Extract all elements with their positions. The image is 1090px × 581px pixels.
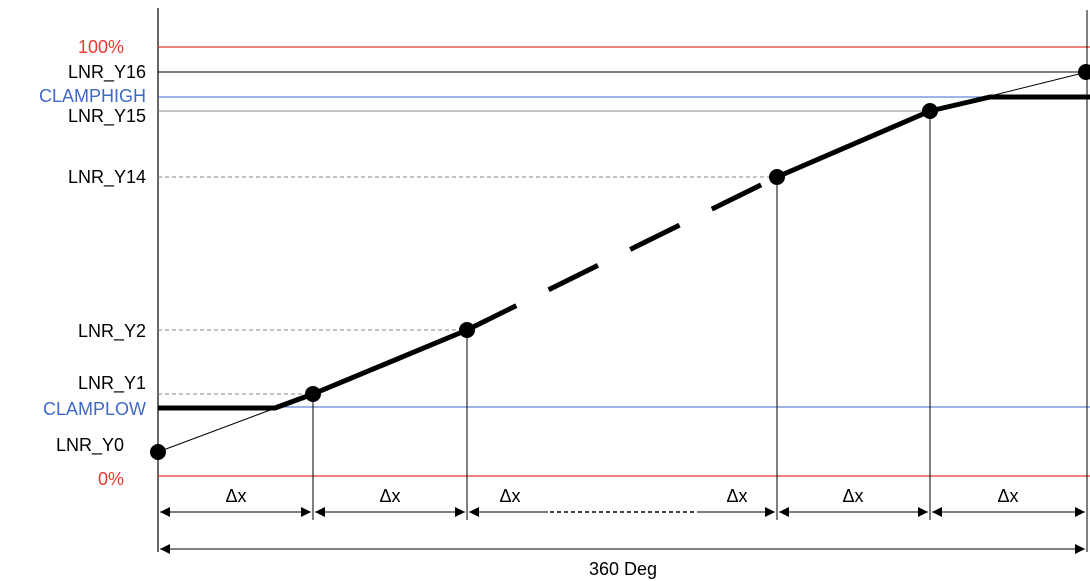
total-span-label: 360 Deg — [589, 559, 657, 579]
delta-label-3: Δx — [499, 486, 520, 506]
point-lnr-y1 — [305, 386, 321, 402]
clamped-curve-dashed — [467, 177, 777, 330]
label-clamplow: CLAMPLOW — [43, 399, 146, 419]
point-lnr-y0 — [150, 444, 166, 460]
label-clamphigh: CLAMPHIGH — [39, 86, 146, 106]
point-lnr-y14 — [769, 169, 785, 185]
label-lnr-y1: LNR_Y1 — [78, 373, 146, 394]
label-100-percent: 100% — [78, 37, 124, 57]
label-0-percent: 0% — [98, 469, 124, 489]
delta-label-5: Δx — [842, 486, 863, 506]
label-lnr-y14: LNR_Y14 — [68, 167, 146, 188]
delta-label-2: Δx — [379, 486, 400, 506]
delta-label-4: Δx — [726, 486, 747, 506]
label-lnr-y16: LNR_Y16 — [68, 62, 146, 83]
delta-label-6: Δx — [997, 486, 1018, 506]
delta-label-1: Δx — [225, 486, 246, 506]
label-lnr-y0: LNR_Y0 — [56, 435, 124, 456]
point-lnr-y2 — [459, 322, 475, 338]
point-lnr-y15 — [922, 103, 938, 119]
point-lnr-y16 — [1078, 64, 1090, 80]
label-lnr-y15: LNR_Y15 — [68, 106, 146, 127]
label-lnr-y2: LNR_Y2 — [78, 321, 146, 342]
